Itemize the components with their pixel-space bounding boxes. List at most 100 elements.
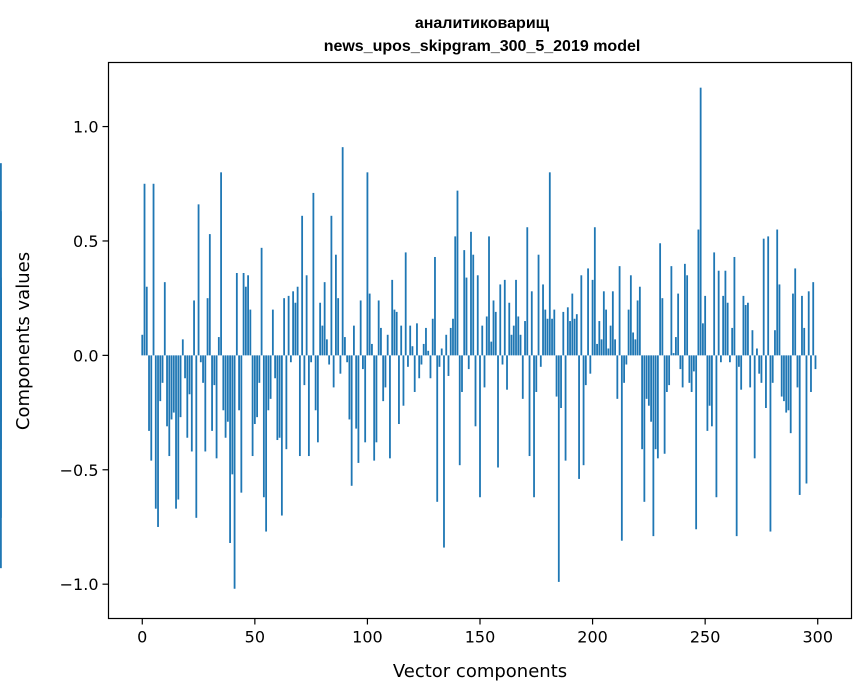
bar-210 bbox=[614, 339, 616, 356]
bar-100 bbox=[366, 172, 369, 356]
bar-43 bbox=[238, 355, 240, 411]
bar-259 bbox=[724, 270, 727, 356]
bar-132 bbox=[438, 355, 441, 367]
bar-99 bbox=[364, 355, 367, 443]
y-tick-label: 0.5 bbox=[73, 232, 98, 251]
bar-117 bbox=[404, 252, 407, 356]
y-tick-label: 1.0 bbox=[73, 118, 98, 137]
bar-276 bbox=[762, 238, 765, 356]
bar-246 bbox=[695, 355, 698, 530]
bar-40 bbox=[231, 355, 234, 475]
bar-171 bbox=[526, 227, 529, 356]
bar-109 bbox=[386, 334, 389, 356]
bar-45 bbox=[242, 273, 245, 356]
bar-64 bbox=[285, 355, 288, 450]
bar-206 bbox=[605, 309, 607, 356]
bar-264 bbox=[735, 355, 738, 537]
bar-79 bbox=[319, 302, 322, 356]
bar-226 bbox=[650, 355, 653, 422]
bar-71 bbox=[301, 215, 304, 356]
bar-97 bbox=[359, 300, 362, 356]
bar-17 bbox=[179, 355, 182, 418]
bar-77 bbox=[314, 355, 317, 411]
bar-89 bbox=[341, 147, 344, 356]
bar-243 bbox=[688, 355, 691, 383]
bar-216 bbox=[627, 309, 630, 356]
bar-160 bbox=[501, 355, 504, 365]
bar-223 bbox=[643, 355, 646, 502]
bar-114 bbox=[398, 355, 400, 425]
bar-148 bbox=[474, 355, 477, 427]
bar-93 bbox=[350, 355, 353, 486]
bar-184 bbox=[555, 355, 558, 397]
bar-242 bbox=[686, 275, 689, 356]
bar-282 bbox=[776, 229, 779, 356]
bar-253 bbox=[711, 355, 713, 427]
bar-33 bbox=[215, 355, 218, 459]
bar-238 bbox=[677, 293, 680, 356]
bar-191 bbox=[571, 293, 574, 356]
bar-37 bbox=[224, 355, 227, 438]
bar-85 bbox=[332, 355, 335, 388]
bar-245 bbox=[692, 355, 695, 372]
bar-66 bbox=[289, 355, 292, 363]
bar-92 bbox=[348, 355, 351, 420]
bar-129 bbox=[431, 318, 434, 356]
bar-232 bbox=[663, 355, 666, 454]
bar-229 bbox=[656, 355, 659, 459]
bar-269 bbox=[747, 302, 749, 356]
bar-219 bbox=[634, 339, 637, 356]
bar-12 bbox=[168, 355, 171, 457]
bar-140 bbox=[456, 190, 459, 356]
bar-262 bbox=[731, 327, 734, 356]
bar-263 bbox=[733, 256, 736, 356]
bar-218 bbox=[632, 332, 634, 356]
bar-254 bbox=[713, 252, 716, 356]
bar-4 bbox=[150, 355, 153, 461]
bar-179 bbox=[544, 309, 547, 356]
bar-207 bbox=[607, 348, 610, 356]
bar-159 bbox=[499, 284, 502, 356]
bar-174 bbox=[533, 355, 535, 498]
bar-88 bbox=[339, 355, 342, 374]
bar-20 bbox=[186, 355, 189, 438]
bar-290 bbox=[794, 268, 797, 356]
bar-224 bbox=[645, 355, 648, 399]
bar-279 bbox=[769, 355, 772, 532]
bar-267 bbox=[742, 295, 745, 356]
bar-147 bbox=[472, 254, 475, 356]
bar-285 bbox=[783, 355, 785, 402]
bar-120 bbox=[411, 346, 414, 356]
bar-166 bbox=[515, 279, 517, 356]
bar-157 bbox=[494, 311, 497, 356]
bar-138 bbox=[452, 318, 454, 356]
bar-221 bbox=[638, 286, 641, 356]
bar-287 bbox=[787, 355, 790, 411]
bar-55 bbox=[265, 355, 268, 532]
bar-19 bbox=[184, 355, 186, 379]
bar-125 bbox=[422, 343, 425, 356]
bar-165 bbox=[512, 325, 515, 356]
bar-297 bbox=[810, 355, 812, 392]
bar-1 bbox=[143, 183, 146, 356]
bar-102 bbox=[371, 343, 373, 356]
bar-27 bbox=[202, 355, 204, 383]
bar-60 bbox=[276, 355, 279, 441]
bar-293 bbox=[801, 295, 803, 356]
bar-49 bbox=[251, 355, 254, 457]
bar-48 bbox=[249, 309, 252, 356]
bar-152 bbox=[483, 355, 486, 388]
bar-178 bbox=[542, 284, 544, 356]
bar-10 bbox=[163, 282, 166, 356]
bar-172 bbox=[528, 355, 531, 457]
bar-161 bbox=[503, 279, 506, 356]
bar-136 bbox=[447, 355, 450, 376]
bar-248 bbox=[699, 87, 702, 356]
bar-169 bbox=[521, 355, 524, 399]
bar-199 bbox=[589, 355, 592, 374]
bar-183 bbox=[553, 309, 556, 356]
bar-75 bbox=[310, 355, 313, 363]
bar-193 bbox=[575, 314, 578, 356]
bar-122 bbox=[416, 323, 418, 356]
